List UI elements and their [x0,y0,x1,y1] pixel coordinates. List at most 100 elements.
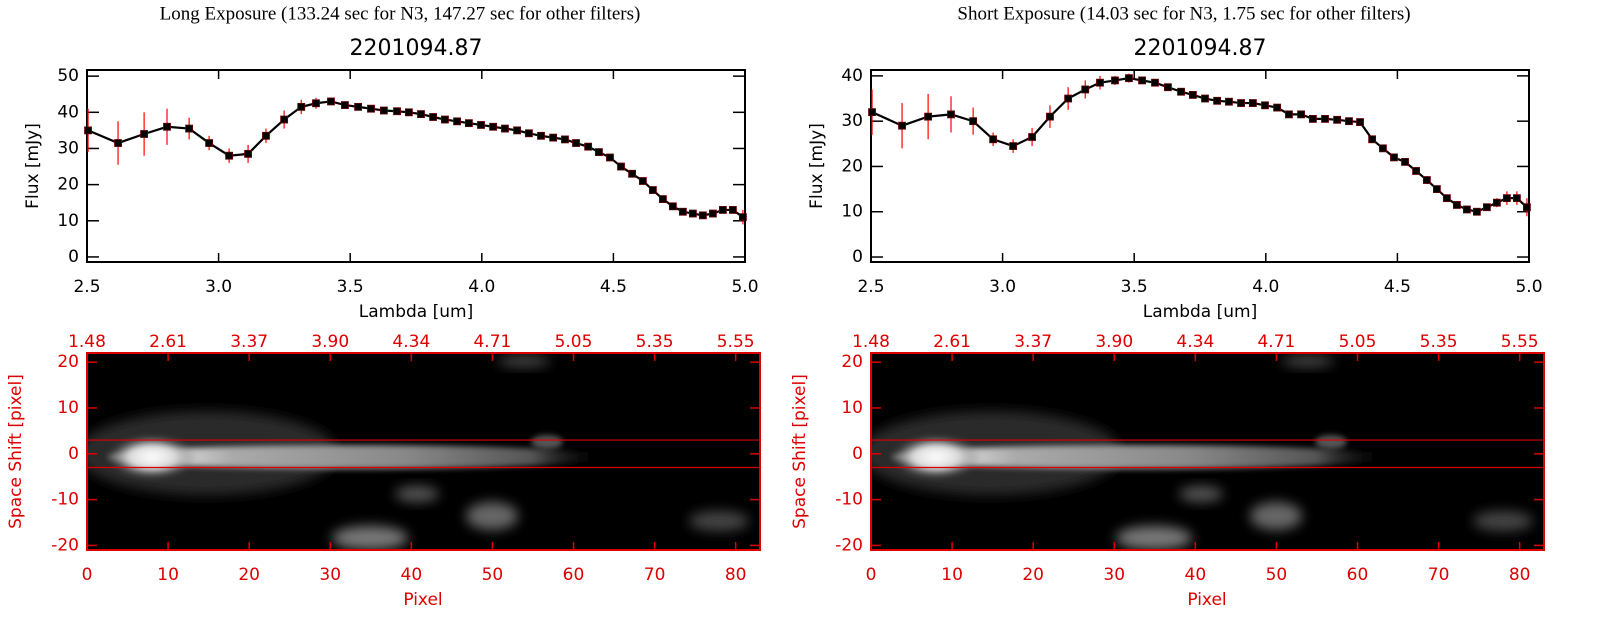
x2-tick-label: 2.61 [933,332,971,352]
data-point [1081,85,1090,94]
x-tick-label: 3.0 [989,277,1016,297]
source [107,435,197,479]
x-tick-label: 30 [1103,565,1125,585]
trace [891,445,1391,469]
blob [466,502,518,530]
y-tick-label: 0 [852,444,863,464]
y-tick-label: -20 [51,535,79,555]
blob [498,355,550,367]
y-tick-label: 10 [841,398,863,418]
y-axis-label: Space Shift [pixel] [790,374,810,529]
data-point [1177,87,1185,96]
data-point [341,101,349,109]
trace [107,445,607,469]
x2-tick-label: 5.55 [717,332,755,352]
x-tick-label: 4.5 [600,277,627,297]
data-point [708,209,717,218]
blob [332,526,408,550]
data-point [140,130,149,138]
y-tick-label: 0 [68,444,79,464]
x-tick-label: 70 [1428,565,1450,585]
data-point [1356,118,1364,126]
y-tick-label: 30 [841,111,863,131]
blob [1179,486,1223,502]
data-point [453,117,461,126]
x-tick-label: 40 [401,565,423,585]
y-tick-label: 40 [841,66,863,86]
data-point [668,202,677,211]
data-point [628,169,636,178]
data-point [584,142,593,151]
data-point [1452,201,1461,209]
data-point [898,121,906,130]
data-point [688,209,697,218]
x-tick-label: 5.0 [731,277,758,297]
panel-heading: Long Exposure (133.24 sec for N3, 147.27… [160,3,641,24]
data-point [1472,207,1481,216]
spectrum-line [87,100,744,219]
data-point [429,113,438,121]
y-tick-label: -10 [835,490,863,510]
y-tick-label: 10 [57,211,79,231]
x-tick-label: 4.5 [1384,277,1411,297]
x-tick-label: 20 [1022,565,1044,585]
data-point [1188,91,1197,99]
data-point [1379,144,1387,153]
data-point [1151,78,1159,87]
data-point [1213,96,1222,105]
y-tick-label: 0 [68,247,79,267]
y-tick-label: -20 [835,535,863,555]
data-point [404,108,413,117]
x-tick-label: 20 [238,565,260,585]
image-frame [86,352,761,551]
x2-tick-label: 5.35 [636,332,674,352]
x-tick-label: 3.0 [205,277,232,297]
image-content [87,353,760,550]
data-point [1390,153,1398,162]
data-point [280,115,289,124]
data-point [1111,76,1119,85]
data-point [549,133,558,142]
data-point [1522,203,1531,212]
data-point [312,99,320,108]
y-axis-label: Flux [mJy] [23,123,43,209]
data-point [327,97,335,106]
y-tick-label: 20 [841,156,863,176]
data-point [205,139,214,147]
data-point [648,186,657,194]
data-point [924,112,933,121]
data-point [354,102,362,111]
x-tick-label: 10 [941,565,963,585]
data-point [185,124,194,133]
data-point [477,121,485,129]
blob [1473,511,1533,531]
data-point [1138,76,1146,85]
data-point [367,104,375,113]
x-tick-label: 0 [82,565,93,585]
data-point [84,126,92,135]
data-point [1345,117,1353,126]
data-point [1009,142,1018,150]
x-tick-label: 3.5 [337,277,364,297]
x-tick-label: 2.5 [73,277,100,297]
y-tick-label: 20 [841,352,863,372]
x-tick-label: 80 [725,565,747,585]
data-point [1482,203,1491,212]
data-point [1309,115,1317,123]
x2-tick-label: 5.05 [555,332,593,352]
data-point [1502,194,1511,203]
y-tick-label: 20 [57,175,79,195]
x2-tick-label: 3.37 [1014,332,1052,352]
x2-tick-label: 3.90 [1095,332,1133,352]
data-point [1249,99,1257,107]
data-point [1492,198,1501,207]
x-tick-label: 40 [1185,565,1207,585]
data-point [728,206,737,214]
data-point [537,131,545,140]
data-point [297,102,306,111]
chart-title: 2201094.87 [350,36,483,61]
x-tick-label: 50 [1266,565,1288,585]
blob [1315,435,1347,449]
spectral-image [87,353,760,550]
